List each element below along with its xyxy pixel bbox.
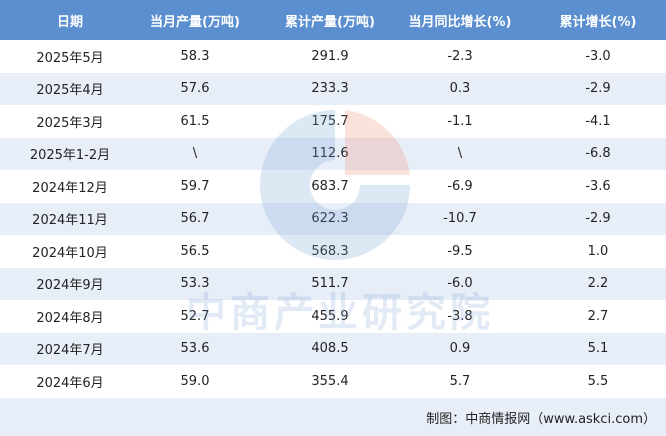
table-cell: 1.0: [587, 243, 609, 259]
table-cell: \: [192, 146, 198, 162]
table-cell: -1.1: [447, 113, 473, 129]
table-row: 2024年9月 53.3 511.7 -6.0 2.2: [0, 267, 666, 300]
table-row: 2025年3月 61.5 175.7 -1.1 -4.1: [0, 105, 666, 138]
table-cell: -10.7: [443, 211, 477, 227]
table-cell: 2025年1-2月: [29, 148, 111, 164]
table-cell: 2024年9月: [36, 278, 104, 294]
header-cell: 当月产量(万吨): [150, 14, 240, 30]
table-cell: 61.5: [180, 113, 210, 129]
table-cell: 2024年12月: [32, 180, 108, 196]
table-cell: 511.7: [311, 276, 349, 292]
table-row: 2024年7月 53.6 408.5 0.9 5.1: [0, 332, 666, 365]
table-cell: -6.8: [585, 146, 611, 162]
table-cell: 57.6: [180, 81, 210, 97]
table-cell: 5.5: [587, 373, 609, 389]
table-cell: 53.3: [180, 276, 210, 292]
table-cell: 233.3: [311, 81, 349, 97]
table-cell: -6.9: [447, 178, 473, 194]
table-cell: 2.2: [587, 276, 609, 292]
table-cell: -2.9: [585, 211, 611, 227]
table-row: 2024年11月 56.7 622.3 -10.7 -2.9: [0, 202, 666, 235]
header-row: 日期 当月产量(万吨) 累计产量(万吨) 当月同比增长(%) 累计增长(%): [0, 0, 666, 40]
table-row: 2025年4月 57.6 233.3 0.3 -2.9: [0, 72, 666, 105]
table-cell: 0.9: [449, 341, 471, 357]
table-cell: 59.7: [180, 178, 210, 194]
table-row: 2024年10月 56.5 568.3 -9.5 1.0: [0, 235, 666, 268]
header-cell: 累计增长(%): [559, 14, 637, 30]
table-cell: 2025年4月: [36, 83, 104, 99]
table-cell: 59.0: [180, 373, 210, 389]
table-cell: 175.7: [311, 113, 349, 129]
table-cell: 5.7: [449, 373, 471, 389]
table-cell: 622.3: [311, 211, 349, 227]
footer-text: 制图：中商情报网（www.askci.com）: [426, 412, 656, 427]
table-cell: 58.3: [180, 48, 210, 64]
table-row: 2024年6月 59.0 355.4 5.7 5.5: [0, 365, 666, 398]
footer-bar: 制图：中商情报网（www.askci.com）: [0, 398, 666, 436]
table-cell: 2024年11月: [32, 213, 108, 229]
header-cell: 当月同比增长(%): [408, 14, 512, 30]
table-cell: -3.0: [585, 48, 611, 64]
header-cell: 日期: [56, 14, 83, 30]
table-cell: 2024年7月: [36, 343, 104, 359]
table-cell: 355.4: [311, 373, 349, 389]
table-cell: 2024年10月: [32, 245, 108, 261]
table-cell: -3.8: [447, 308, 473, 324]
table-cell: 455.9: [311, 308, 349, 324]
table-cell: 5.1: [587, 341, 609, 357]
table-cell: 683.7: [311, 178, 349, 194]
table-cell: 0.3: [449, 81, 471, 97]
table-cell: -4.1: [585, 113, 611, 129]
table-cell: -2.9: [585, 81, 611, 97]
table-cell: 2024年6月: [36, 375, 104, 391]
table-cell: 56.7: [180, 211, 210, 227]
table-cell: 112.6: [311, 146, 349, 162]
table-cell: 52.7: [180, 308, 210, 324]
table-cell: 53.6: [180, 341, 210, 357]
table-row: 2025年5月 58.3 291.9 -2.3 -3.0: [0, 40, 666, 73]
header-cell: 累计产量(万吨): [285, 14, 375, 30]
table-cell: 2025年3月: [36, 115, 104, 131]
table-cell: 56.5: [180, 243, 210, 259]
table-cell: 408.5: [311, 341, 349, 357]
table-cell: 2025年5月: [36, 50, 104, 66]
table-row: 2024年12月 59.7 683.7 -6.9 -3.6: [0, 170, 666, 203]
table-cell: 2.7: [587, 308, 609, 324]
table-row: 2025年1-2月 \ 112.6 \ -6.8: [0, 137, 666, 170]
table-row: 2024年8月 52.7 455.9 -3.8 2.7: [0, 300, 666, 333]
table-cell: 568.3: [311, 243, 349, 259]
table-cell: -6.0: [447, 276, 473, 292]
table-cell: 2024年8月: [36, 310, 104, 326]
table-cell: -3.6: [585, 178, 611, 194]
table-cell: -2.3: [447, 48, 473, 64]
table-cell: -9.5: [447, 243, 473, 259]
table-cell: 291.9: [311, 48, 349, 64]
table-cell: \: [457, 146, 463, 162]
